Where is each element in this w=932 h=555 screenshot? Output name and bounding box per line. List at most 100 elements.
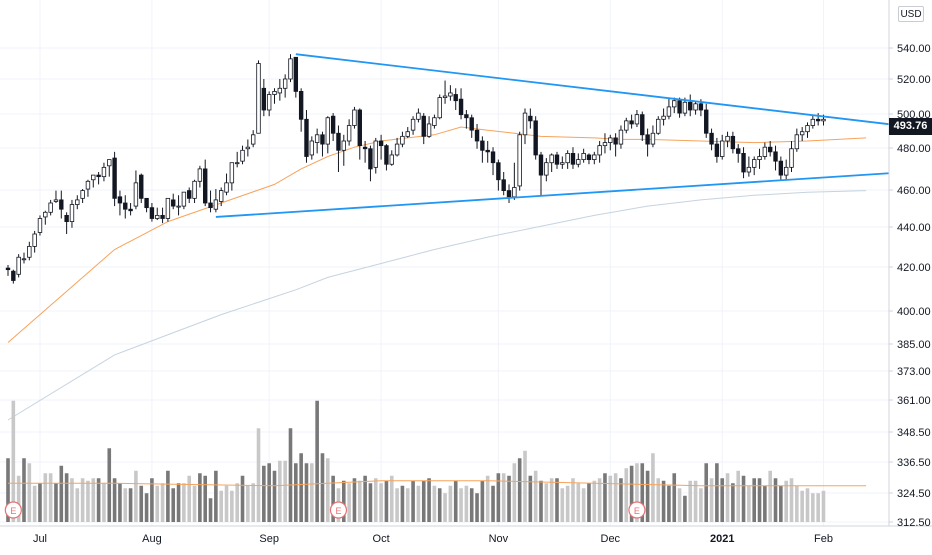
- candle: [714, 137, 720, 163]
- candle: [549, 153, 554, 172]
- candle-body-up: [794, 134, 800, 150]
- candle-body-up: [693, 103, 698, 111]
- candle: [624, 117, 629, 134]
- candle-body-up: [197, 168, 203, 182]
- volume-bar: [549, 478, 554, 522]
- volume-bar: [102, 483, 106, 522]
- volume-bar: [214, 470, 218, 522]
- candle-body-down: [112, 157, 117, 199]
- candle: [213, 189, 219, 213]
- candle: [762, 142, 768, 160]
- ma50-line: [7, 126, 867, 343]
- earnings-marker: E: [4, 501, 22, 519]
- volume-bar: [523, 450, 527, 522]
- candle: [709, 128, 714, 151]
- volume-bar: [368, 483, 373, 522]
- candle-body-down: [261, 87, 267, 111]
- candle: [741, 147, 746, 179]
- volume-bar: [597, 478, 602, 522]
- candle: [336, 125, 341, 172]
- candle: [197, 165, 203, 188]
- candle-body-down: [677, 100, 682, 114]
- volume-bar: [416, 485, 421, 522]
- candle: [229, 162, 235, 191]
- candle-body-down: [629, 120, 634, 125]
- candles[interactable]: [5, 54, 826, 284]
- candle: [592, 151, 597, 165]
- candle: [629, 114, 634, 129]
- volume-bar: [581, 488, 586, 522]
- candle-body-up: [752, 159, 757, 168]
- candle: [581, 148, 586, 163]
- candle-body-down: [474, 129, 480, 142]
- volume-bar: [347, 483, 351, 522]
- candle-body-down: [586, 154, 592, 160]
- volume-bar: [741, 475, 746, 522]
- candle: [16, 254, 21, 278]
- candle: [149, 203, 155, 222]
- candle-body-down: [421, 115, 426, 137]
- currency-badge[interactable]: USD: [898, 6, 924, 22]
- volume-bar: [123, 488, 128, 522]
- candle: [357, 108, 362, 160]
- candle: [330, 113, 336, 141]
- volume-bar: [805, 488, 810, 522]
- volume-bar: [544, 483, 549, 522]
- volume-bar: [139, 485, 144, 522]
- candle-body-down: [160, 214, 165, 219]
- volume-bar: [96, 478, 101, 522]
- candle-body-down: [554, 154, 560, 165]
- candle: [416, 108, 421, 123]
- volume-bar: [11, 400, 16, 522]
- volume-bar: [235, 483, 239, 522]
- candle: [384, 144, 389, 171]
- candle-body-up: [256, 63, 261, 134]
- candle-body-up: [373, 140, 378, 168]
- candle: [5, 265, 11, 276]
- volume-bar: [507, 475, 511, 522]
- volume-bar: [576, 483, 581, 522]
- price-axis[interactable]: 540.00520.00500.00480.00460.00440.00420.…: [0, 0, 932, 529]
- volume-bar: [304, 463, 309, 522]
- candle-body-up: [682, 101, 688, 114]
- month-label: Sep: [259, 533, 279, 545]
- volume-bar: [352, 478, 357, 522]
- volume-bar: [405, 488, 410, 522]
- volume-bar: [267, 463, 271, 522]
- candle: [640, 111, 645, 141]
- volume-bar: [624, 468, 629, 522]
- candle-body-up: [234, 162, 240, 165]
- candle: [400, 131, 405, 148]
- volume-bar: [464, 485, 469, 522]
- candle-body-down: [128, 208, 133, 212]
- time-axis[interactable]: Jul Aug Sep Oct Nov Dec 2021 Feb: [33, 533, 833, 545]
- candle-body-up: [581, 152, 586, 160]
- candle-body-down: [528, 115, 533, 122]
- candle: [282, 74, 288, 98]
- candle-body-down: [453, 94, 458, 102]
- volume-bar: [784, 480, 788, 522]
- candle: [554, 151, 560, 169]
- month-label: Feb: [814, 533, 833, 545]
- candle: [27, 241, 32, 261]
- trendlines[interactable]: [215, 53, 890, 218]
- volume-bar: [731, 483, 735, 522]
- candle-body-up: [810, 118, 816, 126]
- candle-body-up: [821, 118, 826, 122]
- candle-body-up: [21, 258, 27, 261]
- volume-bar: [118, 483, 122, 522]
- price-tick-label: 440.00: [897, 222, 931, 234]
- candle: [437, 94, 442, 120]
- candle-body-up: [91, 174, 96, 181]
- candle: [101, 162, 107, 182]
- volume-bar: [475, 493, 479, 522]
- earnings-marker: E: [329, 501, 348, 519]
- volume-bar: [571, 478, 575, 522]
- candle-body-down: [5, 267, 11, 271]
- candle-body-up: [565, 152, 570, 164]
- volume-bar: [560, 488, 565, 522]
- volume-bar: [656, 478, 661, 522]
